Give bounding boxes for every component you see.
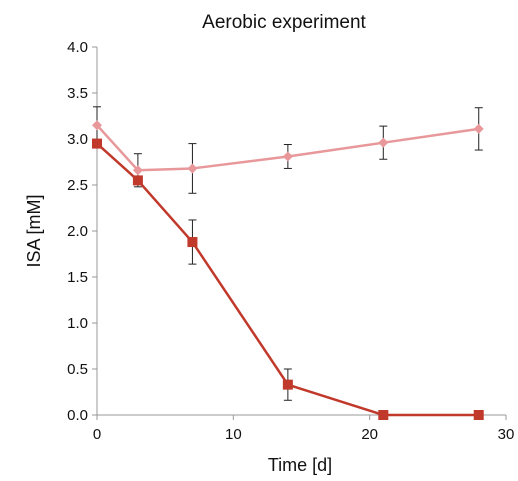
y-tick-label: 1.0 xyxy=(67,315,88,332)
y-tick-label: 0.5 xyxy=(67,361,88,378)
y-tick-label: 3.0 xyxy=(67,131,88,148)
series-1-point xyxy=(473,123,484,134)
x-tick-label: 30 xyxy=(498,426,515,443)
y-tick-label: 2.5 xyxy=(67,177,88,194)
chart-title: Aerobic experiment xyxy=(202,12,366,33)
series-1-point xyxy=(282,151,293,162)
series-2-point xyxy=(187,237,198,248)
series-markers xyxy=(92,120,484,420)
x-tick-label: 20 xyxy=(361,426,378,443)
error-bars xyxy=(93,106,483,401)
series-2-point xyxy=(378,410,389,420)
series-2-point xyxy=(282,379,293,390)
y-tick-label: 3.5 xyxy=(67,85,88,102)
series-2-point xyxy=(473,410,484,420)
series-1-point xyxy=(92,120,102,131)
y-tick-label: 4.0 xyxy=(67,39,88,56)
y-axis-title: ISA [mM] xyxy=(24,194,44,267)
x-tick-label: 0 xyxy=(93,426,101,443)
x-tick-label: 10 xyxy=(225,426,242,443)
y-tick-label: 2.0 xyxy=(67,223,88,240)
series-2-point xyxy=(92,138,102,149)
series-1-point xyxy=(187,163,198,174)
y-tick-label: 0.0 xyxy=(67,407,88,424)
series-1-point xyxy=(132,165,143,176)
axes: 0.0 0.5 1.0 1.5 2.0 2.5 3.0 3.5 4.0 0 10 20 30 xyxy=(67,39,514,443)
series-2-line xyxy=(96,142,479,417)
y-tick-label: 1.5 xyxy=(67,269,88,286)
series-1-point xyxy=(378,137,389,148)
series-1-line xyxy=(96,124,479,172)
series-lines xyxy=(96,124,479,417)
series-2-point xyxy=(132,175,143,186)
x-axis-title: Time [d] xyxy=(268,455,332,475)
